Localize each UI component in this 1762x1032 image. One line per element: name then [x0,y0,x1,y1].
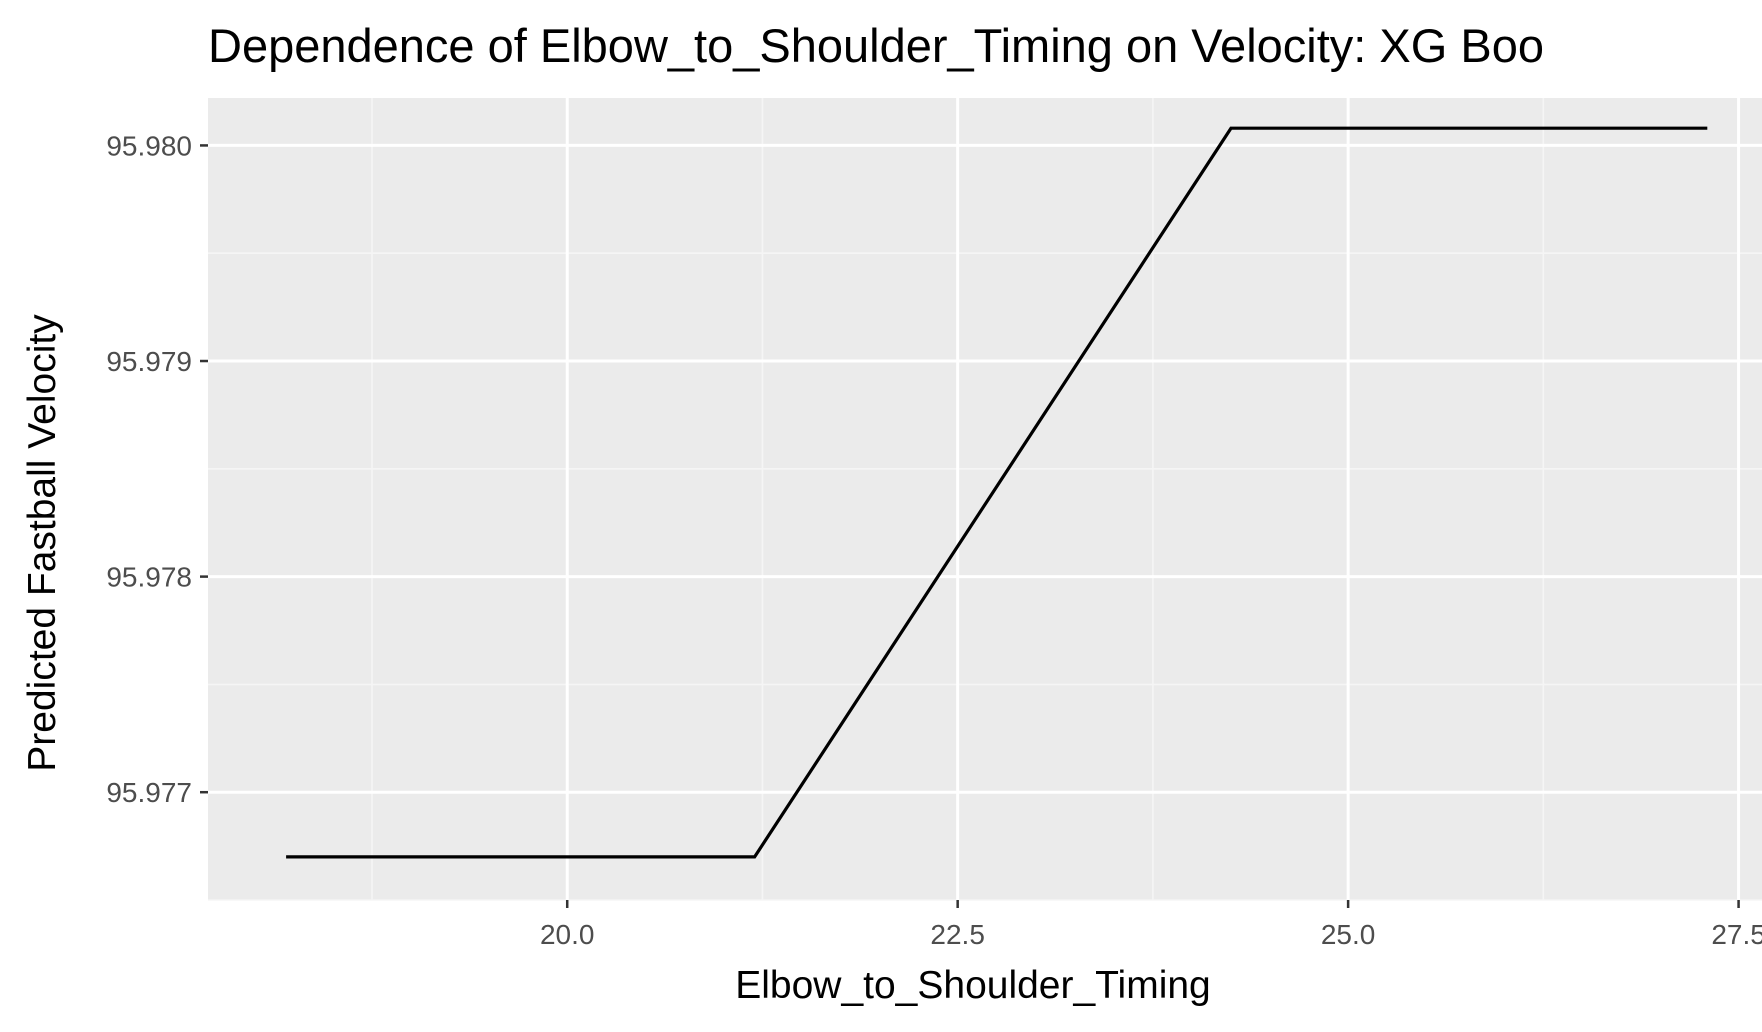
y-axis-title: Predicted Fastball Velocity [21,314,64,772]
x-axis-title: Elbow_to_Shoulder_Timing [735,964,1211,1007]
y-tick-label: 95.978 [106,562,192,593]
x-tick-label: 20.0 [540,919,595,950]
x-tick-label: 25.0 [1321,919,1376,950]
x-axis-ticks: 20.0 22.5 25.0 27.5 [540,900,1762,950]
y-tick-label: 95.977 [106,777,192,808]
major-gridlines [208,98,1762,900]
chart-title: Dependence of Elbow_to_Shoulder_Timing o… [208,19,1544,72]
plot-panel [208,98,1762,900]
series-line [286,126,1708,859]
minor-gridlines [208,98,1762,901]
series-layer [286,126,1708,859]
y-tick-label: 95.979 [106,346,192,377]
y-tick-label: 95.980 [106,130,192,161]
x-tick-label: 27.5 [1711,919,1762,950]
x-tick-label: 22.5 [930,919,985,950]
y-axis-ticks: 95.977 95.978 95.979 95.980 [106,130,208,808]
